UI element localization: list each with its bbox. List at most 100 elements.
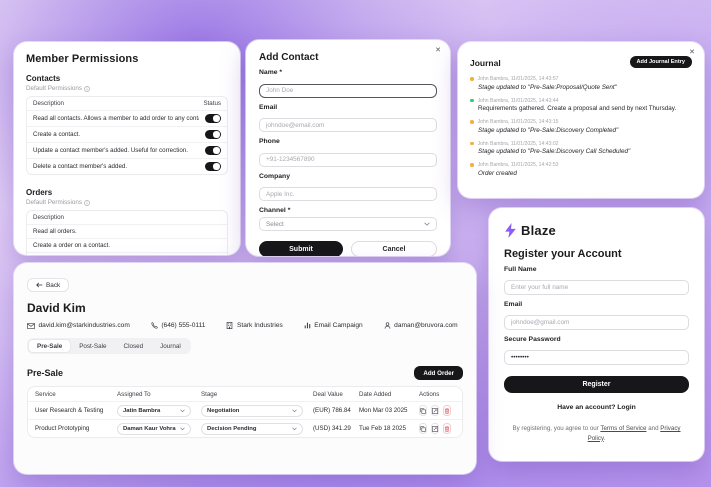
contacts-section-heading: Contacts	[26, 74, 61, 83]
trash-icon	[444, 407, 450, 414]
password-input[interactable]	[504, 350, 689, 365]
entry-status-dot	[470, 120, 474, 124]
contacts-default-permissions: Default Permissions	[26, 85, 228, 92]
company-field-group: Company	[259, 172, 437, 201]
entry-status-dot	[470, 77, 474, 81]
lightning-bolt-icon	[505, 223, 516, 238]
entry-status-dot	[470, 141, 474, 146]
permission-row: Create a contact.	[27, 126, 227, 142]
mail-icon	[27, 322, 35, 329]
member-permissions-panel: Member Permissions Contacts Default Perm…	[14, 42, 240, 255]
close-icon[interactable]: ✕	[435, 47, 441, 54]
copy-icon	[420, 407, 426, 414]
login-link[interactable]: Have an account? Login	[557, 404, 636, 411]
delete-action-button[interactable]	[443, 405, 451, 416]
permission-row: Read all contacts. Allows a member to ad…	[27, 110, 227, 126]
journal-action-button[interactable]	[419, 423, 427, 434]
orders-default-permissions: Default Permissions	[26, 199, 228, 206]
journal-action-button[interactable]	[419, 405, 427, 416]
terms-text: By registering, you agree to our Terms o…	[512, 425, 681, 442]
contact-detail-panel: Back David Kim david.kim@starkindustries…	[14, 263, 476, 474]
journal-entry: John Bambra, 11/01/2025, 14:43:02 Stage …	[470, 141, 692, 155]
member-permissions-title: Member Permissions	[26, 53, 139, 65]
company-input[interactable]	[259, 187, 437, 201]
tab-pre-sale[interactable]: Pre-Sale	[29, 340, 71, 352]
entry-status-dot	[470, 98, 474, 103]
contact-info-row: david.kim@starkindustries.com (646) 555-…	[27, 322, 463, 329]
chevron-down-icon	[180, 427, 185, 431]
toggle-switch[interactable]	[205, 114, 221, 123]
terms-of-service-link[interactable]: Terms of Service	[600, 425, 647, 432]
building-icon	[227, 322, 233, 329]
toggle-switch[interactable]	[205, 130, 221, 139]
edit-action-button[interactable]	[431, 405, 439, 416]
brand-logo: Blaze	[504, 223, 689, 238]
assigned-to-dropdown[interactable]: Jatin Bambra	[117, 404, 191, 417]
delete-action-button[interactable]	[443, 423, 451, 434]
password-field-group: Secure Password	[504, 336, 689, 365]
register-title: Register your Account	[504, 248, 622, 260]
journal-panel: ✕ Journal Add Journal Entry John Bambra,…	[458, 42, 704, 198]
phone-icon	[151, 322, 158, 329]
table-header-row: Description Status	[33, 100, 221, 107]
tab-closed[interactable]: Closed	[123, 342, 144, 350]
privacy-policy-link[interactable]: Privacy Policy	[587, 425, 681, 442]
section-title: Pre-Sale	[27, 368, 64, 378]
stage-dropdown[interactable]: Negotiation	[201, 404, 303, 417]
name-input[interactable]	[259, 83, 437, 98]
email-field-group: Email	[259, 104, 437, 132]
assigned-to-dropdown[interactable]: Daman Kaur Vohra	[117, 422, 191, 435]
company-label: Company	[259, 172, 290, 180]
order-row: Product Prototyping Daman Kaur Vohra Dec…	[28, 419, 462, 437]
email-input[interactable]	[504, 315, 689, 330]
submit-button[interactable]: Submit	[259, 241, 343, 256]
edit-icon	[432, 425, 438, 432]
full-name-input[interactable]	[504, 280, 689, 295]
close-icon[interactable]: ✕	[689, 49, 695, 56]
channel-select[interactable]: Select	[259, 217, 437, 231]
pre-sale-section-header: Pre-Sale Add Order	[27, 366, 463, 380]
permission-row: Delete a contact member's added.	[27, 158, 227, 174]
journal-entry: John Bambra, 11/01/2025, 14:43:57 Stage …	[470, 76, 692, 91]
email-input[interactable]	[259, 118, 437, 132]
tab-post-sale[interactable]: Post-Sale	[79, 342, 107, 350]
copy-icon	[420, 425, 426, 432]
password-label: Secure Password	[504, 336, 561, 343]
add-contact-modal: ✕ Add Contact Name * Email Phone Company…	[246, 40, 450, 256]
contact-name: David Kim	[27, 301, 86, 315]
stage-dropdown[interactable]: Decision Pending	[201, 422, 303, 435]
permission-row: Create a order on a contact.	[27, 238, 227, 252]
toggle-switch[interactable]	[205, 162, 221, 171]
contact-owner: daman@bruvora.com	[384, 322, 458, 329]
journal-entry: John Bambra, 11/01/2025, 14:43:44 Requir…	[470, 98, 692, 112]
journal-header: Journal Add Journal Entry	[470, 56, 692, 68]
chevron-down-icon	[424, 222, 430, 226]
back-button[interactable]: Back	[27, 278, 70, 292]
edit-icon	[432, 407, 438, 414]
contact-phone: (646) 555-0111	[151, 322, 205, 329]
register-button[interactable]: Register	[504, 376, 689, 393]
orders-table-header: Service Assigned To Stage Deal Value Dat…	[35, 390, 440, 398]
edit-action-button[interactable]	[431, 423, 439, 434]
detail-tabs: Pre-Sale Post-Sale Closed Journal	[27, 338, 191, 354]
full-name-field-group: Full Name	[504, 266, 689, 295]
entry-status-dot	[470, 163, 474, 167]
permission-row: Update an assigned order. Allows to mana…	[27, 252, 227, 255]
arrow-left-icon	[36, 282, 43, 288]
phone-input[interactable]	[259, 152, 437, 167]
tab-journal[interactable]: Journal	[160, 342, 181, 350]
add-journal-entry-button[interactable]: Add Journal Entry	[629, 56, 692, 68]
contact-company: Stark Industries	[226, 322, 283, 329]
email-label: Email	[504, 301, 523, 308]
contact-channel: Email Campaign	[304, 322, 363, 329]
name-field-group: Name *	[259, 69, 437, 98]
info-icon	[84, 199, 90, 206]
chevron-down-icon	[180, 409, 185, 413]
cancel-button[interactable]: Cancel	[351, 241, 437, 256]
phone-field-group: Phone	[259, 138, 437, 167]
toggle-switch[interactable]	[205, 146, 221, 155]
full-name-label: Full Name	[504, 266, 537, 273]
journal-title: Journal	[470, 58, 501, 68]
brand-name: Blaze	[521, 223, 556, 238]
add-order-button[interactable]: Add Order	[414, 366, 463, 380]
